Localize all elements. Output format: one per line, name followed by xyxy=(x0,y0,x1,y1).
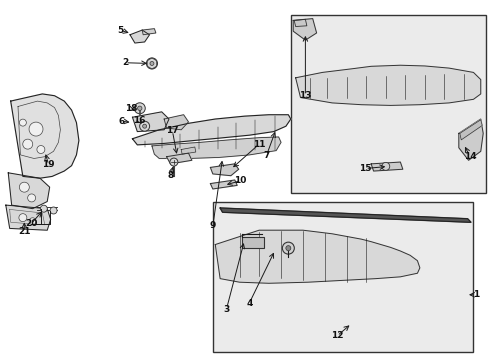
Circle shape xyxy=(50,207,57,214)
Circle shape xyxy=(169,158,178,166)
Circle shape xyxy=(381,162,389,170)
Circle shape xyxy=(20,119,26,126)
Text: 19: 19 xyxy=(42,161,55,170)
Text: 17: 17 xyxy=(166,126,178,135)
Polygon shape xyxy=(215,230,419,283)
Polygon shape xyxy=(6,205,51,230)
Polygon shape xyxy=(220,208,470,222)
Text: 2: 2 xyxy=(122,58,128,67)
Polygon shape xyxy=(130,30,149,43)
Circle shape xyxy=(37,145,45,153)
Text: 8: 8 xyxy=(167,171,173,180)
Polygon shape xyxy=(293,19,316,40)
Polygon shape xyxy=(210,164,238,176)
Circle shape xyxy=(29,218,36,225)
Polygon shape xyxy=(370,162,402,171)
Circle shape xyxy=(40,205,47,212)
Circle shape xyxy=(150,62,154,66)
Text: 5: 5 xyxy=(117,26,123,35)
Polygon shape xyxy=(458,119,482,160)
Text: 10: 10 xyxy=(234,176,246,185)
Text: 4: 4 xyxy=(245,298,252,307)
Text: 1: 1 xyxy=(472,290,478,299)
Circle shape xyxy=(134,103,145,114)
Circle shape xyxy=(23,139,33,149)
Polygon shape xyxy=(164,115,188,130)
Text: 18: 18 xyxy=(124,104,137,113)
Text: 14: 14 xyxy=(463,152,475,161)
Text: 16: 16 xyxy=(132,116,145,125)
Circle shape xyxy=(282,242,294,254)
Polygon shape xyxy=(294,19,306,27)
Polygon shape xyxy=(132,115,290,145)
Text: 21: 21 xyxy=(18,228,31,237)
Polygon shape xyxy=(11,94,79,178)
Polygon shape xyxy=(181,147,195,154)
Polygon shape xyxy=(142,29,156,35)
Text: 15: 15 xyxy=(358,164,371,173)
Text: 12: 12 xyxy=(330,332,343,341)
Bar xyxy=(212,202,472,352)
Text: 20: 20 xyxy=(25,219,37,228)
Circle shape xyxy=(146,58,157,69)
Text: 6: 6 xyxy=(119,117,124,126)
Text: 9: 9 xyxy=(209,221,216,230)
Text: 3: 3 xyxy=(223,305,229,314)
Circle shape xyxy=(140,121,149,131)
Polygon shape xyxy=(152,137,281,158)
Circle shape xyxy=(19,214,27,222)
Bar xyxy=(242,237,264,248)
Polygon shape xyxy=(295,65,480,105)
Circle shape xyxy=(29,122,43,136)
Polygon shape xyxy=(210,180,237,189)
Polygon shape xyxy=(459,120,481,140)
Circle shape xyxy=(137,106,142,111)
Polygon shape xyxy=(8,173,50,209)
Polygon shape xyxy=(166,153,191,164)
Text: 13: 13 xyxy=(299,91,311,100)
Text: 7: 7 xyxy=(263,151,269,160)
Polygon shape xyxy=(132,112,169,132)
Text: 11: 11 xyxy=(252,140,265,149)
Circle shape xyxy=(285,246,290,251)
Bar xyxy=(290,15,485,193)
Circle shape xyxy=(142,124,146,128)
Circle shape xyxy=(28,194,36,202)
Circle shape xyxy=(20,182,29,192)
